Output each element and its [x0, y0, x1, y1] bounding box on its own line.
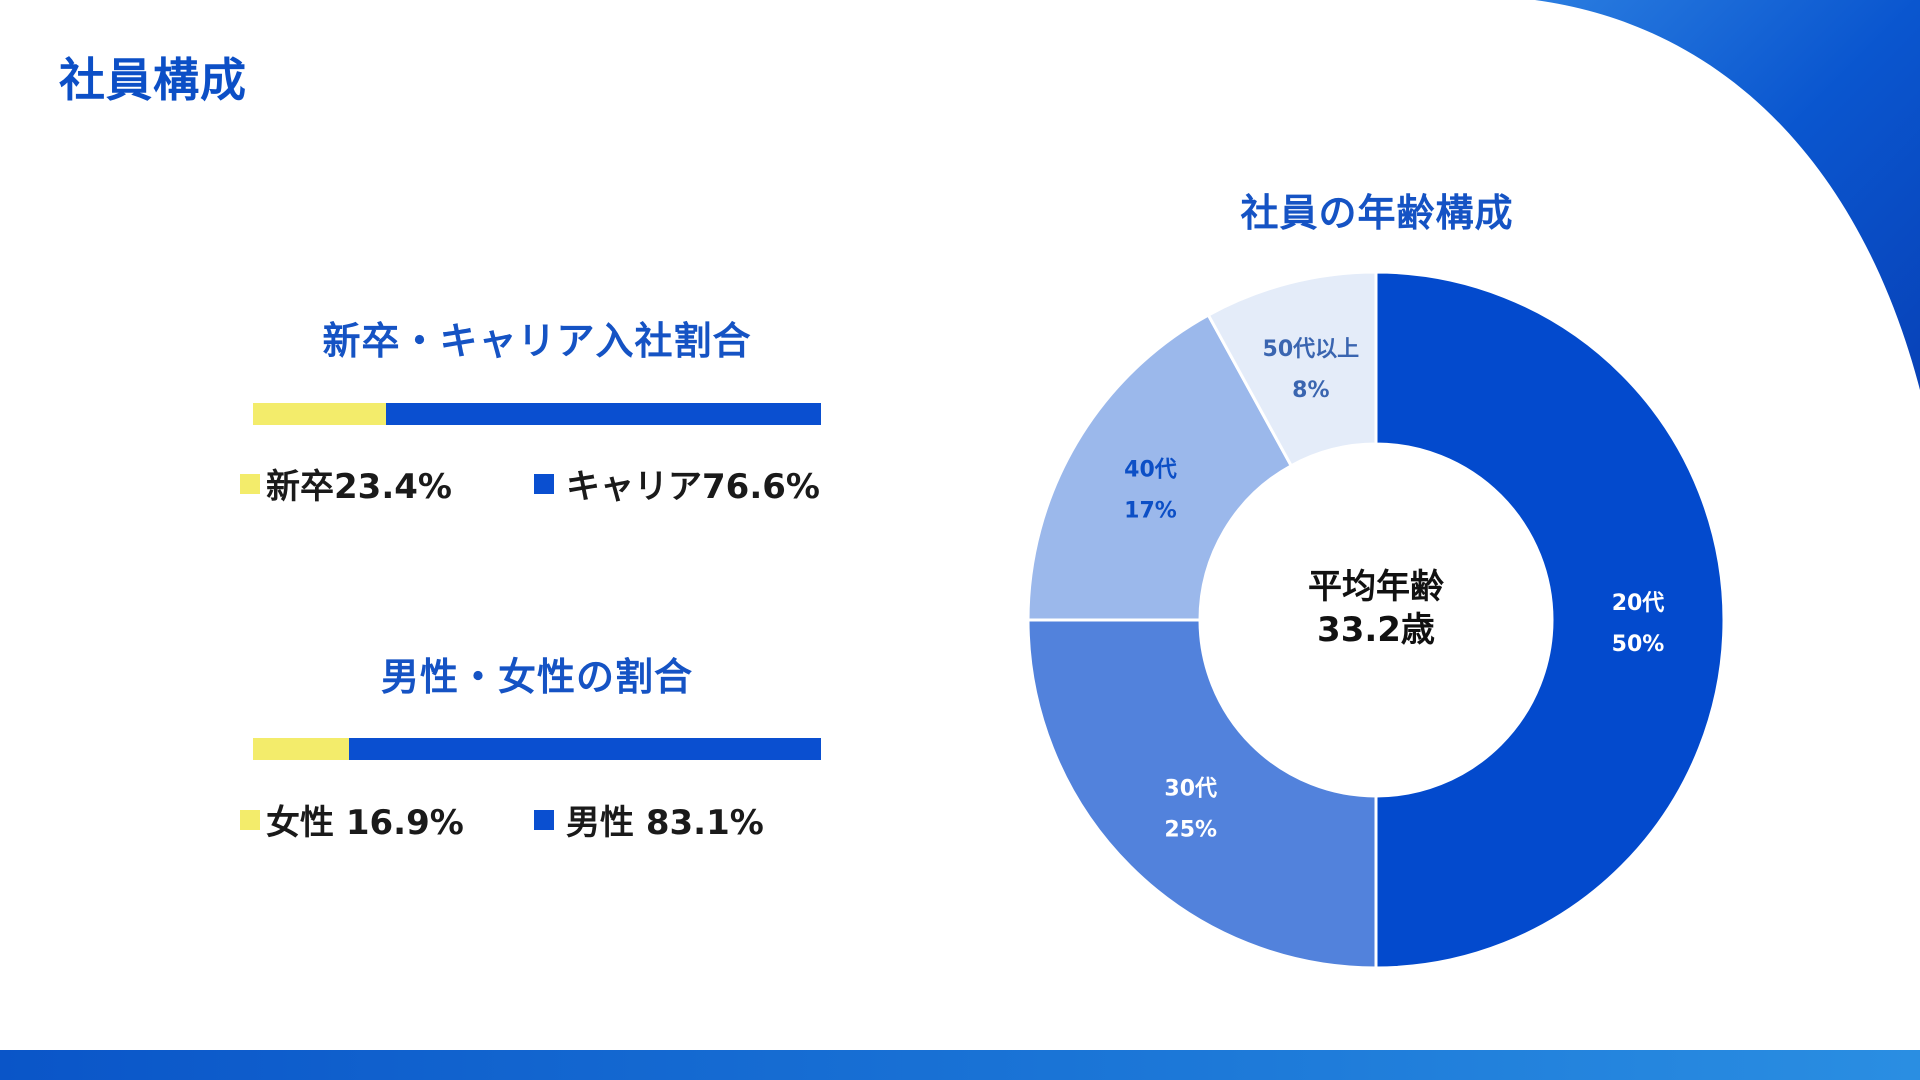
legend-swatch-yellow — [240, 473, 260, 494]
hire-ratio-bar — [253, 403, 821, 425]
slice-percent-label: 50% — [1612, 632, 1665, 657]
legend-female: 女性 16.9% — [240, 795, 464, 844]
slice-percent-label: 8% — [1292, 378, 1329, 403]
age-donut-chart: 20代 50% 30代 25% 40代 17% 50代以上 8% — [1026, 270, 1726, 970]
legend-newgrad: 新卒23.4% — [240, 459, 452, 508]
donut-center-text: 平均年齢 33.2歳 — [1276, 566, 1476, 652]
slice-percent-label: 17% — [1124, 499, 1177, 524]
donut-slice-1 — [1374, 270, 1726, 970]
slice-category-label: 30代 — [1164, 776, 1217, 801]
donut-slice-3 — [1026, 313, 1294, 622]
legend-male: 男性 83.1% — [534, 795, 764, 844]
legend-career-label: キャリア76.6% — [566, 467, 820, 507]
hire-ratio-title: 新卒・キャリア入社割合 — [322, 319, 752, 363]
legend-swatch-yellow — [240, 809, 260, 830]
legend-swatch-blue — [534, 809, 554, 830]
gender-bar-female-segment — [253, 738, 349, 760]
average-age-value: 33.2歳 — [1317, 610, 1435, 650]
bottom-band — [0, 1050, 1920, 1080]
gender-ratio-bar — [253, 738, 821, 760]
hire-bar-newgrad-segment — [253, 403, 386, 425]
gender-ratio-title: 男性・女性の割合 — [380, 655, 693, 699]
legend-newgrad-label: 新卒23.4% — [266, 467, 452, 507]
legend-female-label: 女性 16.9% — [266, 803, 464, 843]
legend-swatch-blue — [534, 473, 554, 494]
donut-slice-2 — [1026, 618, 1378, 970]
chart-title: 社員の年齢構成 — [1240, 191, 1514, 235]
page-title: 社員構成 — [59, 53, 247, 107]
legend-career: キャリア76.6% — [534, 459, 820, 508]
hire-bar-career-segment — [385, 403, 821, 425]
donut-slice-4 — [1206, 270, 1378, 468]
gender-bar-male-segment — [348, 738, 821, 760]
slice-category-label: 40代 — [1124, 458, 1177, 483]
slice-percent-label: 25% — [1164, 817, 1217, 842]
average-age-label: 平均年齢 — [1308, 567, 1444, 607]
slice-category-label: 50代以上 — [1263, 337, 1360, 362]
legend-male-label: 男性 83.1% — [566, 803, 764, 843]
slice-category-label: 20代 — [1612, 591, 1665, 616]
